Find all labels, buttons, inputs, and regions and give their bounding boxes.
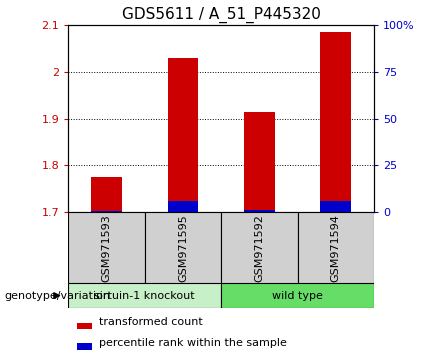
Bar <box>244 112 275 212</box>
Bar <box>77 322 92 329</box>
Bar <box>168 201 198 212</box>
Bar <box>68 212 145 283</box>
Bar <box>68 283 221 308</box>
Text: GSM971594: GSM971594 <box>331 215 341 282</box>
Text: GSM971592: GSM971592 <box>254 215 264 282</box>
Bar <box>244 210 275 212</box>
Bar <box>91 177 122 212</box>
Bar <box>320 201 351 212</box>
Bar <box>168 58 198 212</box>
Bar <box>221 212 297 283</box>
Text: percentile rank within the sample: percentile rank within the sample <box>99 337 286 348</box>
Text: wild type: wild type <box>272 291 323 301</box>
Bar <box>77 343 92 350</box>
Bar <box>91 211 122 212</box>
Text: GSM971595: GSM971595 <box>178 215 188 282</box>
Text: sirtuin-1 knockout: sirtuin-1 knockout <box>94 291 195 301</box>
Title: GDS5611 / A_51_P445320: GDS5611 / A_51_P445320 <box>122 7 320 23</box>
Bar <box>297 212 374 283</box>
Bar <box>221 283 374 308</box>
Bar <box>145 212 221 283</box>
Text: genotype/variation: genotype/variation <box>4 291 110 301</box>
Bar <box>320 32 351 212</box>
Text: transformed count: transformed count <box>99 317 202 327</box>
Text: GSM971593: GSM971593 <box>102 215 111 282</box>
